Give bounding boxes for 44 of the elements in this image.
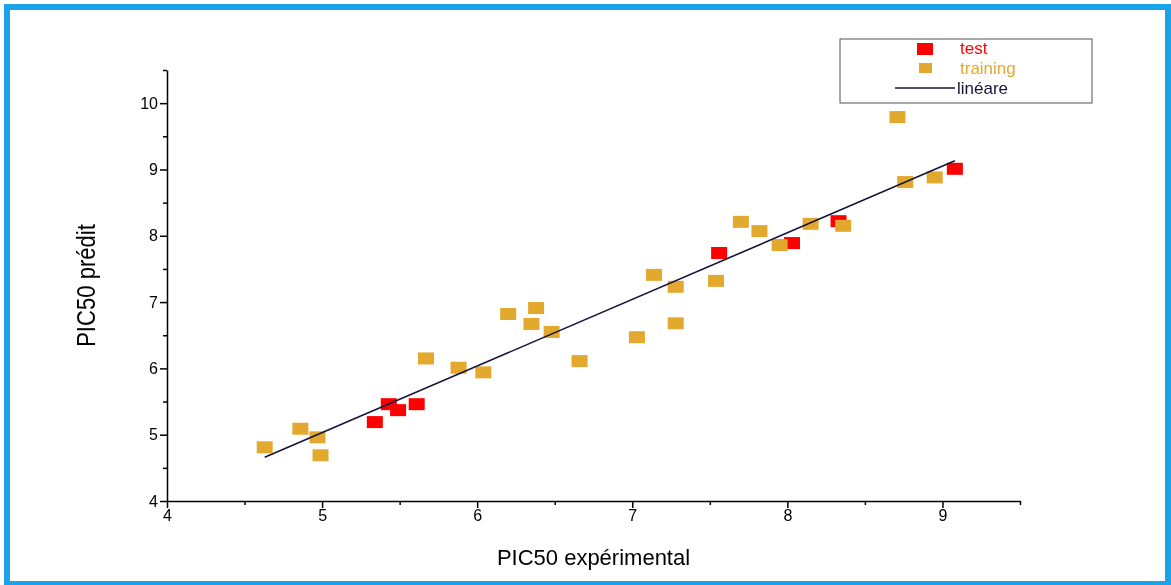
point xyxy=(711,247,728,260)
point xyxy=(528,302,545,315)
point xyxy=(571,355,588,368)
point xyxy=(708,274,725,287)
point xyxy=(390,404,407,417)
point xyxy=(523,317,540,330)
legend-label: training xyxy=(960,59,1016,78)
legend-label: test xyxy=(960,39,988,58)
point xyxy=(628,331,645,344)
y-tick-label: 4 xyxy=(149,492,159,510)
point xyxy=(835,219,852,232)
point xyxy=(475,366,492,379)
x-tick-label: 9 xyxy=(938,507,948,525)
point xyxy=(312,449,329,462)
legend-label: linéare xyxy=(957,79,1009,98)
point xyxy=(366,416,383,429)
y-tick-label: 8 xyxy=(149,227,159,245)
point xyxy=(732,215,749,228)
y-tick-label: 6 xyxy=(149,360,159,377)
point xyxy=(889,111,906,124)
x-tick-label: 7 xyxy=(628,507,638,525)
point xyxy=(292,422,309,435)
point xyxy=(751,225,768,238)
x-tick-label: 5 xyxy=(318,507,328,525)
point xyxy=(256,441,273,454)
y-axis-title: PIC50 prédit xyxy=(71,223,101,347)
x-tick-label: 4 xyxy=(163,507,173,525)
point xyxy=(926,171,943,184)
point xyxy=(450,361,467,374)
point xyxy=(500,308,517,321)
y-tick-label: 7 xyxy=(149,293,159,311)
y-tick-label: 9 xyxy=(149,161,159,179)
point xyxy=(946,162,963,175)
y-tick-label: 5 xyxy=(149,426,159,444)
point xyxy=(667,280,684,293)
point xyxy=(418,352,434,365)
x-tick-label: 6 xyxy=(473,507,483,525)
point xyxy=(645,268,662,281)
point xyxy=(771,239,788,252)
x-axis-title: PIC50 expérimental xyxy=(496,545,691,570)
point xyxy=(667,317,684,330)
x-tick-label: 8 xyxy=(783,507,793,525)
y-tick-label: 10 xyxy=(140,94,159,112)
point xyxy=(408,398,425,411)
